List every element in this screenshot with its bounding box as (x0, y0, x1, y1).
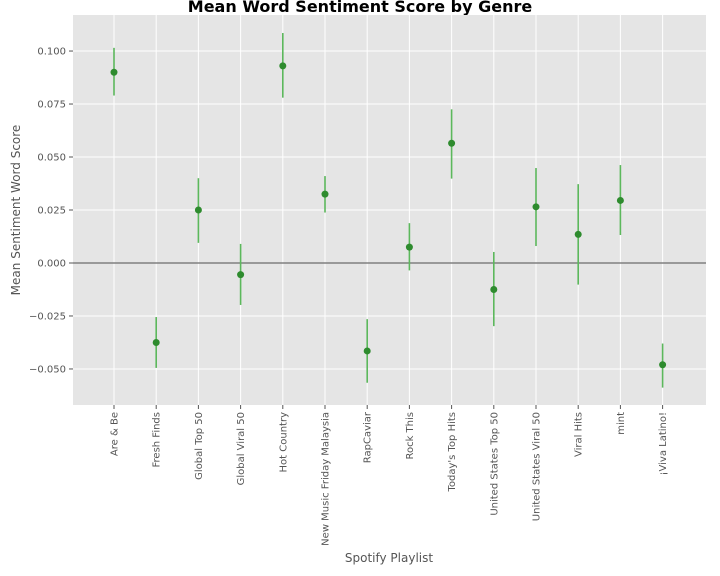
x-tick-label: Viral Hits (574, 412, 585, 457)
data-point (574, 230, 582, 238)
x-tick-labels: Are & Be Fresh Finds Global Top 50 Global V… (110, 405, 669, 546)
y-tick-label: −0.050 (29, 364, 66, 375)
x-tick-label: Today's Top Hits (447, 412, 458, 493)
y-tick-label: 0.025 (37, 206, 66, 217)
data-point (363, 347, 371, 355)
data-point (405, 243, 413, 251)
y-tick-label: −0.025 (29, 311, 66, 322)
x-tick-label: United States Viral 50 (532, 412, 543, 521)
data-point (490, 285, 498, 293)
x-tick-label: Fresh Finds (152, 412, 163, 468)
y-tick-label: 0.075 (37, 100, 66, 111)
y-tick-label: 0.100 (37, 47, 66, 58)
x-tick-label: mint (616, 412, 627, 435)
data-point (321, 190, 329, 198)
x-tick-label: Global Viral 50 (236, 412, 247, 485)
x-tick-label: Hot Country (278, 412, 289, 473)
data-point (532, 203, 540, 211)
y-tick-label: 0.050 (37, 153, 66, 164)
x-tick-label: Global Top 50 (194, 412, 205, 480)
x-tick-label: Rock This (405, 412, 416, 460)
data-point (237, 271, 245, 279)
x-tick-label: New Music Friday Malaysia (321, 412, 332, 546)
data-point (110, 68, 118, 76)
x-axis-label: Spotify Playlist (345, 551, 433, 565)
x-tick-label: Are & Be (110, 412, 121, 456)
data-point (616, 196, 624, 204)
chart-title: Mean Word Sentiment Score by Genre (188, 0, 533, 16)
data-point (448, 139, 456, 147)
x-tick-label: United States Top 50 (489, 412, 500, 516)
y-tick-labels: −0.050 −0.025 0.000 0.025 0.050 0.075 0.100 (29, 47, 73, 375)
data-points (110, 62, 667, 369)
x-tick-label: ¡Viva Latino! (658, 412, 669, 476)
data-point (152, 338, 160, 346)
data-point (279, 62, 287, 70)
data-point (194, 206, 202, 214)
y-tick-label: 0.000 (37, 258, 66, 269)
y-axis-label: Mean Sentiment Word Score (9, 125, 23, 296)
x-tick-label: RapCaviar (363, 411, 374, 463)
data-point (659, 361, 667, 369)
